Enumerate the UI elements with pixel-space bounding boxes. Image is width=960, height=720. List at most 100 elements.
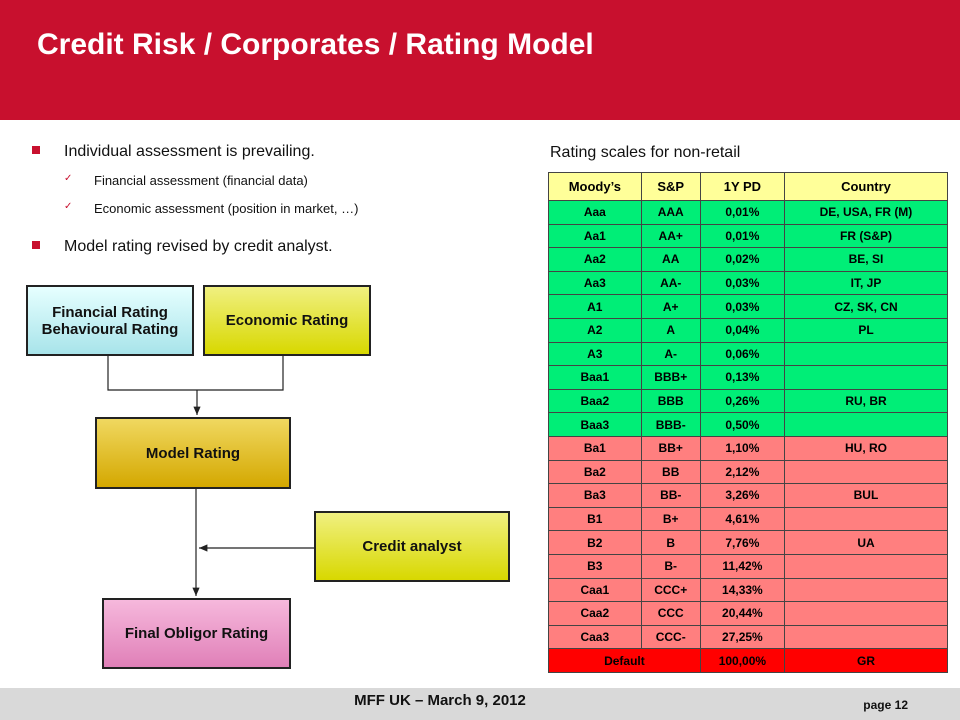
table-row: A1 A+ 0,03% CZ, SK, CN	[548, 294, 949, 319]
table-cell	[783, 506, 949, 532]
table-cell: B-	[640, 553, 701, 579]
table-cell: 4,61%	[699, 506, 785, 532]
diagram-node: Model Rating	[95, 417, 291, 489]
sub-bullet: Financial assessment (financial data)	[64, 173, 308, 188]
table-cell: BB-	[640, 483, 701, 508]
table-cell: CCC-	[640, 624, 701, 650]
table-row: Aa1 AA+ 0,01% FR (S&P)	[548, 223, 949, 249]
column-header: Country	[783, 172, 949, 201]
table-cell	[783, 365, 949, 390]
column-header: S&P	[640, 172, 701, 201]
table-row: Ba3 BB- 3,26% BUL	[548, 483, 949, 508]
table-cell: 0,06%	[699, 341, 785, 367]
table-cell: 0,02%	[699, 247, 785, 272]
table-cell	[783, 577, 949, 603]
table-cell: 2,12%	[699, 459, 785, 485]
table-cell: 0,26%	[699, 388, 785, 414]
table-cell: 3,26%	[699, 483, 785, 508]
table-cell: BBB+	[640, 365, 701, 390]
table-cell: UA	[783, 530, 949, 555]
table-cell: CCC+	[640, 577, 701, 603]
table-cell: BUL	[783, 483, 949, 508]
table-cell: 14,33%	[699, 577, 785, 603]
table-cell	[783, 553, 949, 579]
table-cell	[783, 601, 949, 626]
table-row: B1 B+ 4,61%	[548, 506, 949, 532]
table-cell: 27,25%	[699, 624, 785, 650]
table-cell: Aa1	[548, 223, 642, 249]
table-cell: FR (S&P)	[783, 223, 949, 249]
table-row: Default 100,00% GR	[548, 648, 949, 673]
diagram-node: Economic Rating	[203, 285, 371, 356]
table-cell: IT, JP	[783, 270, 949, 296]
table-cell: 0,03%	[699, 294, 785, 319]
table-row: Aaa AAA 0,01% DE, USA, FR (M)	[548, 200, 949, 225]
table-row: Caa1 CCC+ 14,33%	[548, 577, 949, 603]
table-cell: 0,50%	[699, 412, 785, 437]
table-cell: BE, SI	[783, 247, 949, 272]
table-cell: Aa2	[548, 247, 642, 272]
bullet: Individual assessment is prevailing.	[32, 143, 315, 160]
table-cell: 0,01%	[699, 200, 785, 225]
node-label: Final Obligor Rating	[124, 625, 269, 642]
footer-text: MFF UK – March 9, 2012	[354, 692, 526, 709]
table-row: Ba2 BB 2,12%	[548, 459, 949, 485]
node-label: Model Rating	[145, 444, 241, 462]
rating-table: Moody’s S&P 1Y PD Country Aaa AAA 0,01% DE, USA…	[548, 172, 949, 673]
table-cell	[783, 459, 949, 485]
table-cell: B	[640, 530, 701, 555]
table-cell: Default	[548, 648, 701, 673]
table-cell: 1,10%	[699, 435, 785, 461]
table-cell: AAA	[640, 200, 701, 225]
table-row: Caa3 CCC- 27,25%	[548, 624, 949, 650]
table-cell: 0,01%	[699, 223, 785, 249]
table-row: Baa2 BBB 0,26% RU, BR	[548, 388, 949, 414]
table-cell: Caa3	[548, 624, 642, 650]
table-cell: A1	[548, 294, 642, 319]
table-cell: 0,03%	[699, 270, 785, 296]
diagram-node: Credit analyst	[314, 511, 510, 582]
table-row: A3 A- 0,06%	[548, 341, 949, 367]
table-row: Baa3 BBB- 0,50%	[548, 412, 949, 437]
table-cell	[783, 624, 949, 650]
table-cell: A3	[548, 341, 642, 367]
table-cell: Caa1	[548, 577, 642, 603]
table-cell: DE, USA, FR (M)	[783, 200, 949, 225]
column-header: 1Y PD	[699, 172, 785, 201]
table-cell: AA	[640, 247, 701, 272]
table-cell: Caa2	[548, 601, 642, 626]
header-band	[0, 0, 960, 120]
footer-band	[0, 688, 960, 720]
table-cell: 7,76%	[699, 530, 785, 555]
table-cell: B+	[640, 506, 701, 532]
sub-bullet: Economic assessment (position in market,…	[64, 201, 358, 216]
table-cell: PL	[783, 317, 949, 343]
table-cell: A+	[640, 294, 701, 319]
table-cell	[783, 412, 949, 437]
table-cell: Ba2	[548, 459, 642, 485]
table-cell: CCC	[640, 601, 701, 626]
table-cell: 20,44%	[699, 601, 785, 626]
table-cell: BBB	[640, 388, 701, 414]
title: Credit Risk / Corporates / Rating Model	[37, 28, 594, 61]
table-cell: AA-	[640, 270, 701, 296]
table-title: Rating scales for non-retail	[550, 144, 741, 161]
table-cell: 100,00%	[699, 648, 785, 673]
table-cell: B1	[548, 506, 642, 532]
table-cell: BBB-	[640, 412, 701, 437]
node-label: Behavioural Rating	[41, 320, 179, 338]
column-header: Moody’s	[548, 172, 642, 201]
diagram-node: Financial Rating Behavioural Rating	[26, 285, 194, 356]
table-cell	[783, 341, 949, 367]
table-cell: HU, RO	[783, 435, 949, 461]
table-row: Aa2 AA 0,02% BE, SI	[548, 247, 949, 272]
table-cell: Aa3	[548, 270, 642, 296]
node-label: Credit analyst	[362, 538, 462, 555]
table-cell: A2	[548, 317, 642, 343]
table-cell: BB	[640, 459, 701, 485]
table-cell: Ba1	[548, 435, 642, 461]
table-cell: 11,42%	[699, 553, 785, 579]
table-cell: GR	[783, 648, 949, 673]
